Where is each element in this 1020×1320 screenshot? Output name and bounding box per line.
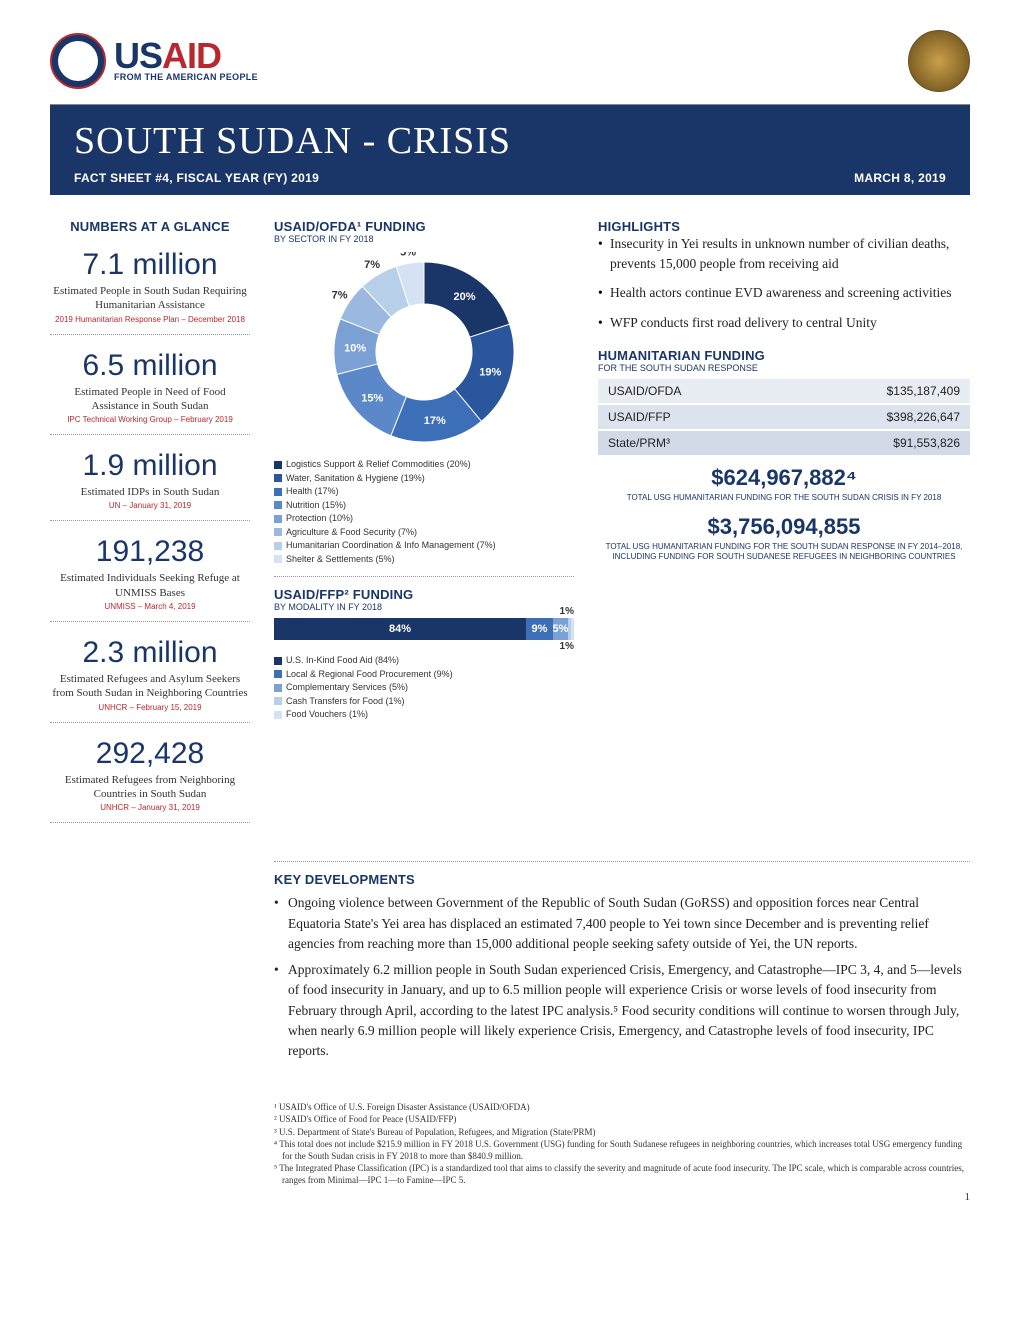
- factsheet-label: FACT SHEET #4, FISCAL YEAR (FY) 2019: [74, 171, 319, 185]
- highlight-item: Insecurity in Yei results in unknown num…: [598, 234, 970, 273]
- charts-column: USAID/OFDA¹ FUNDING BY SECTOR IN FY 2018…: [274, 219, 574, 823]
- keydev-para: Approximately 6.2 million people in Sout…: [274, 960, 970, 1061]
- total-number: $3,756,094,855: [598, 514, 970, 540]
- usaid-us: US: [114, 35, 162, 76]
- stat-source: UN – January 31, 2019: [50, 501, 250, 510]
- stat-desc: Estimated IDPs in South Sudan: [50, 485, 250, 499]
- stat-number: 7.1 million: [50, 248, 250, 282]
- funding-row: USAID/OFDA $135,187,409: [598, 379, 970, 403]
- factsheet-date: MARCH 8, 2019: [854, 171, 946, 185]
- footnote: ⁴ This total does not include $215.9 mil…: [274, 1138, 970, 1162]
- highlights-heading: HIGHLIGHTS: [598, 219, 970, 234]
- stat-number: 2.3 million: [50, 636, 250, 670]
- highlight-item: WFP conducts first road delivery to cent…: [598, 313, 970, 333]
- funding-label: USAID/FFP: [608, 410, 671, 424]
- svg-text:7%: 7%: [332, 290, 348, 302]
- svg-text:15%: 15%: [361, 393, 383, 405]
- stat-source: UNHCR – January 31, 2019: [50, 803, 250, 812]
- ofda-legend: Logistics Support & Relief Commodities (…: [274, 458, 574, 566]
- svg-text:10%: 10%: [344, 343, 366, 355]
- keydev-para: Ongoing violence between Government of t…: [274, 893, 970, 954]
- highlights-list: Insecurity in Yei results in unknown num…: [598, 234, 970, 332]
- funding-table: USAID/OFDA $135,187,409 USAID/FFP $398,2…: [598, 379, 970, 455]
- footnote: ³ U.S. Department of State's Bureau of P…: [274, 1126, 970, 1138]
- humfund-heading: HUMANITARIAN FUNDING: [598, 348, 970, 363]
- usaid-logo: USAID FROM THE AMERICAN PEOPLE: [50, 33, 258, 89]
- key-developments: KEY DEVELOPMENTS Ongoing violence betwee…: [274, 851, 970, 1067]
- stat-desc: Estimated Refugees from Neighboring Coun…: [50, 773, 250, 802]
- stat-number: 191,238: [50, 535, 250, 569]
- stat-number: 1.9 million: [50, 449, 250, 483]
- ffp-tiny-bottom: 1%: [560, 641, 574, 652]
- stat-block: 2.3 million Estimated Refugees and Asylu…: [50, 636, 250, 723]
- svg-text:19%: 19%: [479, 366, 501, 378]
- funding-amount: $135,187,409: [887, 384, 960, 398]
- title-bar: SOUTH SUDAN - CRISIS FACT SHEET #4, FISC…: [50, 105, 970, 195]
- usaid-tagline: FROM THE AMERICAN PEOPLE: [114, 72, 258, 82]
- stat-desc: Estimated Refugees and Asylum Seekers fr…: [50, 672, 250, 701]
- page-number: 1: [274, 1190, 970, 1205]
- donut-svg: 20% 19% 17% 15% 10% 7% 7% 5%: [324, 252, 524, 452]
- total-block-1: $624,967,882⁴ TOTAL USG HUMANITARIAN FUN…: [598, 465, 970, 503]
- document-title: SOUTH SUDAN - CRISIS: [74, 119, 946, 163]
- divider: [274, 861, 970, 862]
- stat-block: 1.9 million Estimated IDPs in South Suda…: [50, 449, 250, 521]
- svg-text:5%: 5%: [400, 252, 416, 258]
- total-number: $624,967,882⁴: [598, 465, 970, 491]
- footnote: ² USAID's Office of Food for Peace (USAI…: [274, 1113, 970, 1125]
- ofda-heading: USAID/OFDA¹ FUNDING: [274, 219, 574, 234]
- stat-desc: Estimated People in South Sudan Requirin…: [50, 284, 250, 313]
- stat-source: IPC Technical Working Group – February 2…: [50, 415, 250, 424]
- footnote: ¹ USAID's Office of U.S. Foreign Disaste…: [274, 1101, 970, 1113]
- stat-source: 2019 Humanitarian Response Plan – Decemb…: [50, 315, 250, 324]
- ffp-legend: U.S. In-Kind Food Aid (84%)Local & Regio…: [274, 654, 574, 722]
- ofda-subheading: BY SECTOR IN FY 2018: [274, 234, 574, 244]
- funding-row: State/PRM³ $91,553,826: [598, 431, 970, 455]
- funding-label: USAID/OFDA: [608, 384, 681, 398]
- ffp-subheading: BY MODALITY IN FY 2018: [274, 602, 574, 612]
- funding-amount: $91,553,826: [893, 436, 960, 450]
- svg-text:20%: 20%: [454, 291, 476, 303]
- stat-desc: Estimated People in Need of Food Assista…: [50, 385, 250, 414]
- stat-source: UNMISS – March 4, 2019: [50, 602, 250, 611]
- humfund-subheading: FOR THE SOUTH SUDAN RESPONSE: [598, 363, 970, 373]
- divider: [274, 576, 574, 577]
- total-block-2: $3,756,094,855 TOTAL USG HUMANITARIAN FU…: [598, 514, 970, 563]
- stat-source: UNHCR – February 15, 2019: [50, 703, 250, 712]
- header-logos: USAID FROM THE AMERICAN PEOPLE: [50, 30, 970, 92]
- keydev-heading: KEY DEVELOPMENTS: [274, 872, 970, 887]
- svg-text:17%: 17%: [424, 415, 446, 427]
- stat-block: 292,428 Estimated Refugees from Neighbor…: [50, 737, 250, 824]
- total-desc: TOTAL USG HUMANITARIAN FUNDING FOR THE S…: [598, 542, 970, 563]
- stat-block: 191,238 Estimated Individuals Seeking Re…: [50, 535, 250, 622]
- stat-number: 292,428: [50, 737, 250, 771]
- funding-row: USAID/FFP $398,226,647: [598, 405, 970, 429]
- funding-amount: $398,226,647: [887, 410, 960, 424]
- ffp-heading: USAID/FFP² FUNDING: [274, 587, 574, 602]
- usaid-wordmark: USAID: [114, 40, 258, 72]
- right-column: HIGHLIGHTS Insecurity in Yei results in …: [598, 219, 970, 823]
- stat-number: 6.5 million: [50, 349, 250, 383]
- ofda-donut-chart: 20% 19% 17% 15% 10% 7% 7% 5%: [324, 252, 524, 452]
- footnotes: ¹ USAID's Office of U.S. Foreign Disaste…: [274, 1101, 970, 1205]
- usaid-seal-icon: [50, 33, 106, 89]
- stat-block: 6.5 million Estimated People in Need of …: [50, 349, 250, 436]
- state-dept-seal-icon: [908, 30, 970, 92]
- funding-label: State/PRM³: [608, 436, 670, 450]
- ffp-tiny-top: 1%: [560, 606, 574, 617]
- numbers-column: NUMBERS AT A GLANCE 7.1 million Estimate…: [50, 219, 250, 823]
- svg-text:7%: 7%: [364, 259, 380, 271]
- stat-desc: Estimated Individuals Seeking Refuge at …: [50, 571, 250, 600]
- usaid-aid: AID: [162, 35, 221, 76]
- numbers-heading: NUMBERS AT A GLANCE: [50, 219, 250, 234]
- stat-block: 7.1 million Estimated People in South Su…: [50, 248, 250, 335]
- total-desc: TOTAL USG HUMANITARIAN FUNDING FOR THE S…: [598, 493, 970, 503]
- highlight-item: Health actors continue EVD awareness and…: [598, 283, 970, 303]
- footnote: ⁵ The Integrated Phase Classification (I…: [274, 1162, 970, 1186]
- ffp-bar-chart: 84%9%5%: [274, 618, 574, 640]
